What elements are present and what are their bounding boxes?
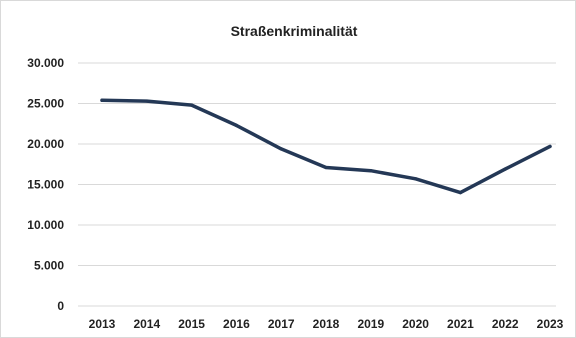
- data-point: [369, 169, 373, 173]
- y-tick-label: 25.000: [27, 97, 64, 111]
- x-tick-label: 2020: [402, 317, 429, 331]
- data-point: [190, 103, 194, 107]
- data-point: [414, 177, 418, 181]
- data-point: [145, 99, 149, 103]
- y-tick-label: 15.000: [27, 178, 64, 192]
- y-tick-label: 0: [57, 299, 64, 313]
- series-line: [100, 98, 552, 195]
- y-tick-label: 30.000: [27, 56, 64, 70]
- y-axis-ticks: 0 5.000 10.000 15.000 20.000 25.000 30.000: [27, 56, 64, 313]
- series-layer: [100, 98, 552, 195]
- y-tick-label: 10.000: [27, 218, 64, 232]
- data-point: [548, 144, 552, 149]
- x-tick-label: 2019: [357, 317, 384, 331]
- x-tick-label: 2018: [313, 317, 340, 331]
- x-tick-label: 2015: [178, 317, 205, 331]
- x-tick-label: 2014: [133, 317, 160, 331]
- data-point: [503, 167, 507, 171]
- x-tick-label: 2023: [537, 317, 564, 331]
- y-tick-label: 5.000: [34, 259, 64, 273]
- data-point: [458, 191, 462, 195]
- data-point: [279, 147, 283, 151]
- data-point: [100, 98, 104, 102]
- x-tick-label: 2017: [268, 317, 295, 331]
- chart-title: Straßenkriminalität: [231, 23, 358, 39]
- x-tick-label: 2021: [447, 317, 474, 331]
- x-axis-ticks: 2013 2014 2015 2016 2017 2018 2019 2020 2021 2022…: [89, 317, 564, 331]
- data-point: [324, 165, 328, 170]
- gridlines: [78, 62, 556, 307]
- x-tick-label: 2022: [492, 317, 519, 331]
- data-point: [234, 123, 238, 127]
- x-tick-label: 2016: [223, 317, 250, 331]
- y-tick-label: 20.000: [27, 137, 64, 151]
- x-tick-label: 2013: [89, 317, 116, 331]
